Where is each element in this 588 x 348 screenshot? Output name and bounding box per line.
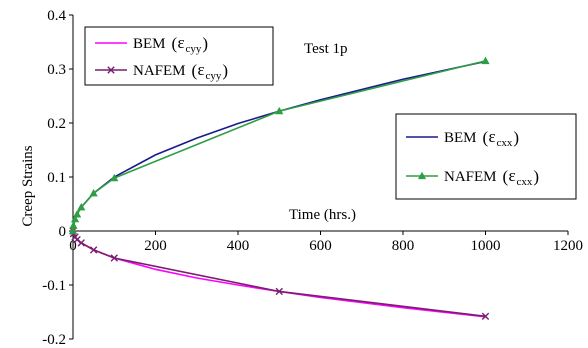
triangle-marker [481,56,490,65]
legend-box [84,26,274,86]
y-tick-label: 0 [59,224,67,240]
y-axis-label: Creep Strains [20,145,36,226]
legend-symbol: ε [178,33,185,52]
triangle-marker [73,210,82,218]
x-marker [107,66,115,74]
legend-paren-close: ) [202,34,208,53]
x-tick-label: 1200 [553,238,583,254]
legend-middle-right: BEM(ε cxx)NAFEM(ε cxx) [395,113,577,200]
legend-paren-close: ) [513,128,519,147]
y-tick-label: 0.4 [47,8,66,24]
y-tick-label: -0.2 [42,332,66,348]
x-axis-label: Time (hrs.) [289,207,356,223]
legend-label: NAFEM [133,63,186,79]
legend-box [395,113,577,200]
legend-subscript: cyy [206,70,222,82]
legend-paren-open: ( [192,61,198,80]
legend-label: NAFEM [444,169,497,185]
x-tick-label: 800 [392,238,415,254]
x-tick-label: 600 [309,238,332,254]
y-tick-label: 0.1 [47,170,66,186]
x-tick-label: 400 [227,238,250,254]
legend-paren-open: ( [483,128,489,147]
legend-symbol: ε [198,60,205,79]
x-marker [110,254,118,262]
y-tick-label: 0.3 [47,62,66,78]
y-tick-label: 0.2 [47,116,66,132]
triangle-marker [110,173,119,182]
x-tick-label: 200 [144,238,167,254]
legend-paren-close: ) [222,61,228,80]
legend-top-left: BEM(ε cyy)NAFEM(ε cyy) [84,26,274,86]
y-tick-label: -0.1 [42,278,66,294]
x-marker [275,287,283,296]
tick-labels: -0.2 -0.1 0 0.1 0.2 0.3 0.4 0 200 400 600 800 1000 12… [42,8,583,348]
triangle-marker [69,221,78,229]
triangle-marker [417,171,427,180]
legend-paren-close: ) [533,167,539,186]
x-marker [77,239,85,247]
legend-label: BEM [444,130,477,146]
legend-symbol: ε [509,166,516,185]
triangle-marker [77,203,86,211]
legend-paren-open: ( [503,167,509,186]
legend-entry: NAFEM (ε cxx) [406,166,539,188]
series-3 [68,56,490,235]
x-tick-label: 0 [69,238,77,254]
triangle-marker [70,214,80,223]
legend-symbol: ε [489,127,496,146]
legend-subscript: cyy [186,43,202,55]
plot-area [68,56,490,321]
x-marker [481,312,490,321]
legend-entry: BEM (ε cyy) [95,33,208,55]
legend-entry: BEM (ε cxx) [406,127,519,149]
legend-subscript: cxx [517,176,533,188]
legend-subscript: cxx [497,137,513,149]
x-tick-label: 1000 [471,238,501,254]
triangle-marker [275,106,284,115]
triangle-marker [68,226,78,235]
triangle-marker [89,188,98,197]
x-marker [89,246,98,254]
legend-entry: NAFEM (ε cyy) [95,60,228,82]
legend-paren-open: ( [172,34,178,53]
legend-label: BEM [133,36,166,52]
chart-annotation: Test 1p [304,41,348,57]
